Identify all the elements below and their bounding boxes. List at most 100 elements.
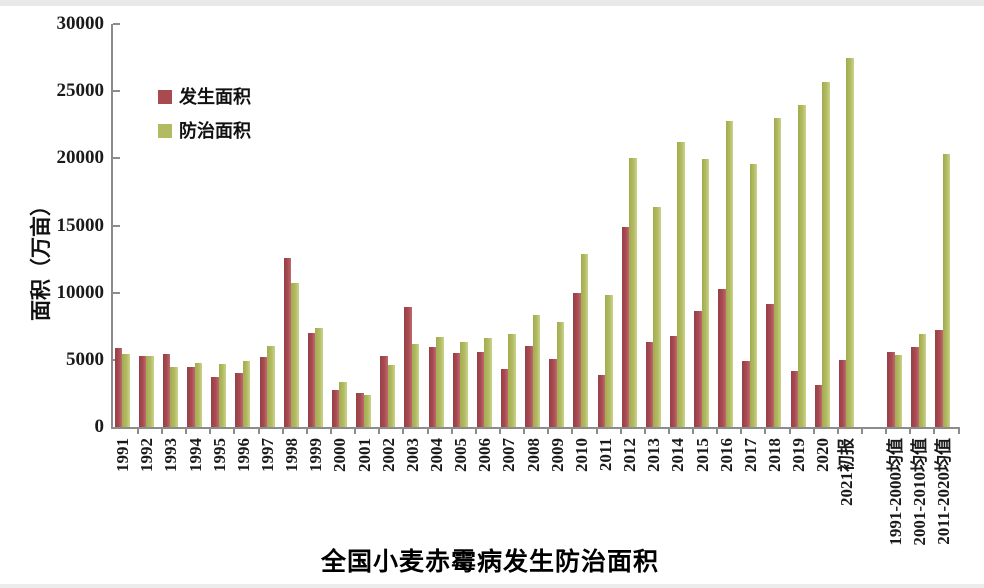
x-tick-label-1991: 1991 bbox=[113, 438, 133, 472]
x-tick-label-2021初报: 2021初报 bbox=[837, 438, 857, 506]
bar-防治面积-2001-2010均值 bbox=[918, 334, 927, 427]
bar-防治面积-1995 bbox=[218, 364, 227, 427]
y-tick bbox=[113, 157, 120, 160]
x-tick bbox=[354, 429, 357, 434]
bar-防治面积-2017 bbox=[749, 164, 758, 427]
bar-发生面积-2008 bbox=[525, 346, 533, 427]
x-tick bbox=[257, 429, 260, 434]
bar-发生面积-2013 bbox=[645, 342, 654, 427]
x-tick-label-2000: 2000 bbox=[330, 438, 350, 472]
x-tick-label-1999: 1999 bbox=[306, 438, 326, 472]
y-tick-label: 25000 bbox=[56, 80, 105, 102]
x-tick-label-2011: 2011 bbox=[596, 438, 615, 472]
x-tick-label-2012: 2012 bbox=[620, 438, 640, 472]
bar-防治面积-2001 bbox=[363, 395, 372, 427]
x-tick-label-2003: 2003 bbox=[402, 438, 422, 472]
x-tick bbox=[957, 429, 960, 434]
bar-防治面积-2011 bbox=[605, 295, 613, 427]
bar-发生面积-2000 bbox=[331, 390, 340, 427]
y-axis-line bbox=[111, 24, 113, 428]
bar-发生面积-2016 bbox=[718, 289, 726, 427]
bar-发生面积-2001 bbox=[356, 393, 364, 427]
bar-发生面积-1998 bbox=[283, 258, 292, 427]
x-tick bbox=[450, 429, 453, 434]
x-tick-label-2002: 2002 bbox=[378, 438, 398, 472]
legend: 发生面积 防治面积 bbox=[158, 88, 251, 156]
bar-防治面积-2002 bbox=[387, 365, 396, 427]
bar-防治面积-2005 bbox=[460, 342, 468, 427]
x-tick bbox=[861, 429, 864, 434]
y-tick-label: 30000 bbox=[56, 13, 105, 34]
x-tick bbox=[692, 429, 695, 434]
x-tick-label-2019: 2019 bbox=[789, 438, 809, 472]
bar-发生面积-2003 bbox=[404, 307, 412, 427]
bar-发生面积-1994 bbox=[187, 367, 195, 427]
bar-防治面积-2018 bbox=[773, 118, 782, 427]
bar-防治面积-1991-2000均值 bbox=[894, 355, 903, 427]
x-tick bbox=[595, 429, 598, 434]
bar-防治面积-2010 bbox=[580, 254, 589, 427]
bar-防治面积-2008 bbox=[532, 315, 541, 427]
control-swatch bbox=[158, 124, 172, 138]
bar-发生面积-1993 bbox=[162, 354, 171, 427]
x-tick bbox=[571, 429, 574, 434]
bar-发生面积-2019 bbox=[790, 371, 799, 427]
x-tick bbox=[378, 429, 381, 434]
x-tick-label-2018: 2018 bbox=[764, 438, 784, 472]
x-tick bbox=[136, 429, 139, 434]
bar-发生面积-2011 bbox=[597, 375, 605, 427]
bar-防治面积-1994 bbox=[194, 363, 203, 427]
x-tick bbox=[740, 429, 743, 434]
bar-发生面积-2012 bbox=[621, 227, 630, 427]
bar-发生面积-2005 bbox=[452, 353, 461, 427]
y-tick bbox=[113, 291, 120, 294]
x-tick-label-2015: 2015 bbox=[692, 438, 712, 472]
x-tick-label-2001: 2001 bbox=[354, 438, 374, 472]
y-tick-label: 5000 bbox=[66, 348, 104, 370]
x-tick bbox=[402, 429, 405, 434]
x-tick bbox=[185, 429, 188, 434]
bar-发生面积-1995 bbox=[211, 377, 219, 427]
bar-发生面积-1997 bbox=[259, 357, 268, 427]
bar-发生面积-2018 bbox=[766, 304, 774, 427]
x-tick bbox=[909, 429, 912, 434]
bar-防治面积-2016 bbox=[725, 121, 734, 427]
bar-发生面积-2014 bbox=[669, 336, 678, 427]
y-axis-title: 面积（万亩） bbox=[30, 195, 53, 321]
bar-发生面积-2010 bbox=[573, 293, 581, 427]
x-tick-label-2008: 2008 bbox=[523, 438, 543, 472]
legend-item-occurrence: 发生面积 bbox=[158, 88, 251, 106]
x-tick bbox=[523, 429, 526, 434]
bar-防治面积-1999 bbox=[315, 328, 323, 427]
bar-防治面积-2000 bbox=[339, 382, 347, 427]
bar-防治面积-1997 bbox=[267, 346, 275, 427]
x-tick-label-2010: 2010 bbox=[571, 438, 591, 472]
x-tick bbox=[933, 429, 936, 434]
x-axis-line bbox=[111, 427, 960, 429]
chart-title: 全国小麦赤霉病发生防治面积 bbox=[320, 548, 659, 576]
x-tick bbox=[812, 429, 815, 434]
x-tick bbox=[643, 429, 646, 434]
bar-防治面积-2006 bbox=[484, 338, 492, 427]
bar-发生面积-2020 bbox=[814, 385, 823, 427]
bar-防治面积-2012 bbox=[629, 158, 637, 427]
y-tick bbox=[113, 23, 120, 25]
bar-发生面积-2001-2010均值 bbox=[911, 347, 919, 427]
bar-防治面积-2021初报 bbox=[846, 58, 854, 427]
x-tick bbox=[160, 429, 163, 434]
occurrence-swatch bbox=[158, 90, 172, 104]
bar-防治面积-2011-2020均值 bbox=[942, 154, 951, 427]
x-tick-label-1991-2000均值: 1991-2000均值 bbox=[885, 438, 905, 546]
x-tick bbox=[788, 429, 791, 434]
x-tick-label-2005: 2005 bbox=[451, 438, 471, 472]
bar-防治面积-2007 bbox=[508, 334, 516, 427]
bar-防治面积-1993 bbox=[170, 367, 178, 427]
bar-防治面积-2013 bbox=[653, 207, 661, 427]
bar-发生面积-2002 bbox=[380, 356, 388, 427]
x-tick bbox=[329, 429, 332, 434]
x-tick-label-2011-2020均值: 2011-2020均值 bbox=[933, 438, 953, 545]
x-tick bbox=[547, 429, 550, 434]
x-tick-label-1993: 1993 bbox=[161, 438, 181, 472]
bar-防治面积-2004 bbox=[436, 337, 444, 427]
bar-发生面积-1991 bbox=[114, 348, 123, 427]
